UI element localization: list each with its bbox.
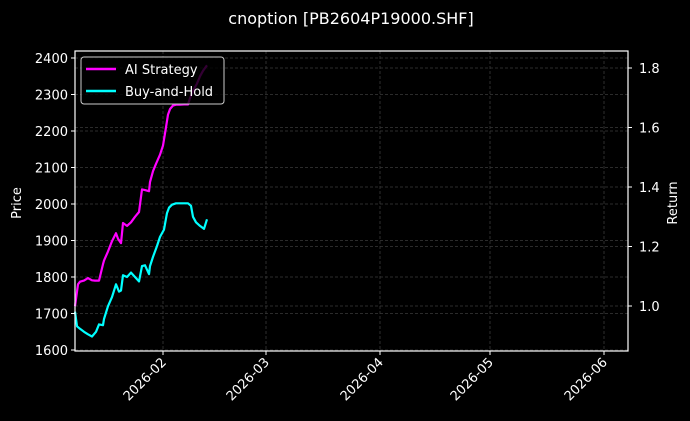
x-tick-label: 2026-04: [338, 355, 387, 404]
grid-lines: [75, 51, 628, 351]
chart-title: cnoption [PB2604P19000.SHF]: [228, 9, 473, 28]
legend-label-ai-strategy: AI Strategy: [125, 63, 198, 78]
y-tick-label-right: 1.6: [639, 122, 660, 137]
y-tick-label-right: 1.2: [639, 241, 660, 256]
y-tick-label: 1900: [35, 235, 68, 250]
legend-label-buy-and-hold: Buy-and-Hold: [125, 85, 213, 100]
y-tick-label: 2400: [35, 52, 68, 67]
y-tick-label: 1800: [35, 271, 68, 286]
y-tick-label-right: 1.8: [639, 62, 660, 77]
x-tick-label: 2026-06: [562, 355, 611, 404]
plot-frame: [74, 50, 629, 352]
series-line-buy-and-hold: [73, 202, 209, 338]
legend: AI Strategy Buy-and-Hold: [80, 56, 225, 105]
y-axis-left: 1600 1700 1800 1900 2000 2100 2200 2300 2400: [35, 52, 75, 359]
y-tick-label: 2000: [35, 198, 68, 213]
x-tick-label: 2026-05: [448, 355, 497, 404]
data-series: [73, 64, 209, 338]
y-axis-label-left: Price: [10, 187, 25, 219]
y-axis-right: 1.0 1.2 1.4 1.6 1.8: [628, 62, 660, 315]
y-tick-label: 2100: [35, 162, 68, 177]
y-tick-label-right: 1.0: [639, 300, 660, 315]
y-tick-label: 2300: [35, 89, 68, 104]
x-tick-label: 2026-02: [121, 355, 170, 404]
legend-box: [80, 56, 225, 105]
x-axis: 2026-02 2026-03 2026-04 2026-05 2026-06: [121, 351, 611, 404]
y-tick-label: 1700: [35, 308, 68, 323]
y-tick-label: 2200: [35, 125, 68, 140]
y-tick-label: 1600: [35, 344, 68, 359]
x-tick-label: 2026-03: [224, 355, 273, 404]
y-tick-label-right: 1.4: [639, 181, 660, 196]
y-axis-label-right: Return: [666, 181, 681, 224]
